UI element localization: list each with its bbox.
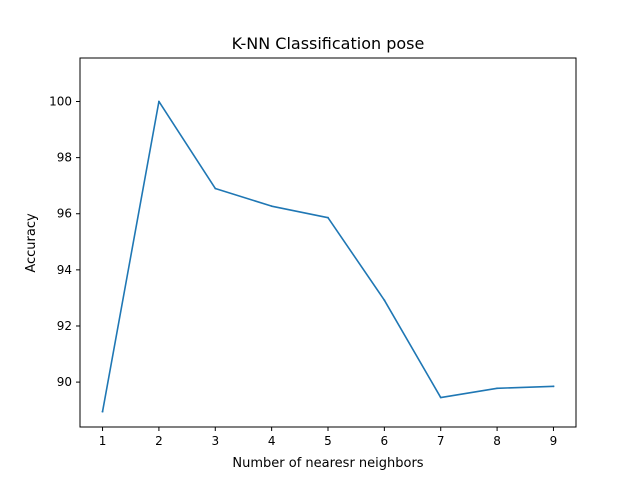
y-tick-label: 94 bbox=[57, 263, 72, 277]
x-tick-label: 9 bbox=[550, 434, 558, 448]
x-tick-label: 8 bbox=[493, 434, 501, 448]
plot-area-background bbox=[80, 58, 576, 427]
x-tick-label: 2 bbox=[155, 434, 163, 448]
data-point bbox=[158, 100, 160, 103]
y-tick-label: 98 bbox=[57, 151, 72, 165]
y-tick-label: 92 bbox=[57, 319, 72, 333]
x-axis-label: Number of nearesr neighbors bbox=[232, 456, 423, 471]
data-point bbox=[552, 385, 555, 388]
chart-title: K-NN Classification pose bbox=[232, 34, 425, 53]
data-point bbox=[101, 410, 104, 413]
y-tick-label: 96 bbox=[57, 207, 72, 221]
series-layer bbox=[101, 100, 555, 413]
data-point bbox=[383, 299, 386, 302]
plot-frame bbox=[79, 57, 577, 428]
data-point bbox=[270, 205, 273, 208]
ticks-layer: 1 2 3 4 5 6 7 8 9 90 92 94 96 98 100 bbox=[49, 94, 557, 448]
y-tick-label: 100 bbox=[49, 94, 72, 108]
y-tick-label: 90 bbox=[57, 375, 72, 389]
x-tick-label: 6 bbox=[381, 434, 389, 448]
x-tick-label: 7 bbox=[437, 434, 445, 448]
data-point bbox=[439, 396, 442, 399]
x-tick-label: 3 bbox=[211, 434, 219, 448]
data-point bbox=[327, 216, 329, 219]
data-point bbox=[214, 187, 217, 190]
x-tick-label: 1 bbox=[99, 434, 107, 448]
data-point bbox=[496, 387, 498, 390]
x-tick-label: 5 bbox=[324, 434, 332, 448]
x-tick-label: 4 bbox=[268, 434, 276, 448]
y-axis-label: Accuracy bbox=[24, 213, 39, 273]
